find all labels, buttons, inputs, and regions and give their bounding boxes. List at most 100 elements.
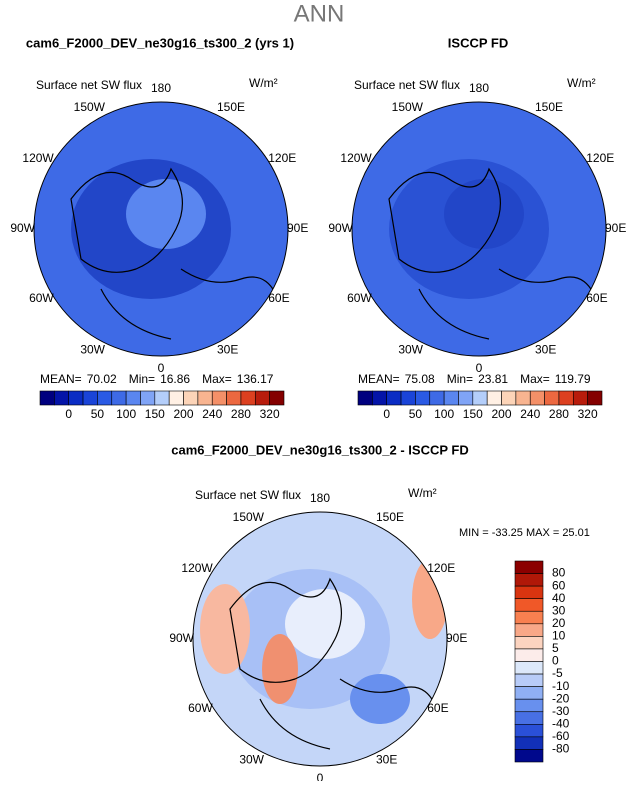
stat-label: Min=: [447, 372, 473, 386]
colorbar-box: [514, 623, 544, 637]
colorbar-box: [558, 390, 574, 406]
stat-value: 23.81: [478, 372, 508, 386]
lon-label: 90W: [328, 221, 353, 235]
colorbar-label: 280: [231, 407, 251, 421]
lon-label: 30E: [217, 342, 238, 356]
colorbar-box: [372, 390, 388, 406]
colorbar-label: -60: [552, 729, 570, 743]
units-label: W/m²: [567, 76, 596, 90]
colorbar-box: [514, 573, 544, 587]
colorbar-label: 200: [174, 407, 194, 421]
lon-label: 60W: [29, 291, 54, 305]
panel-title: cam6_F2000_DEV_ne30g16_ts300_2 - ISCCP F…: [171, 442, 469, 457]
lon-label: 150W: [233, 510, 265, 524]
lon-label: 30W: [80, 342, 105, 356]
colorbar-box: [514, 736, 544, 750]
colorbar-box: [97, 390, 113, 406]
colorbar-box: [240, 390, 256, 406]
field-label: Surface net SW flux: [195, 488, 301, 502]
colorbar-label: 100: [116, 407, 136, 421]
colorbar-box: [68, 390, 84, 406]
lon-label: 90E: [605, 221, 626, 235]
lon-label: 120E: [586, 151, 614, 165]
colorbar-label: 0: [383, 407, 390, 421]
colorbar-box: [514, 585, 544, 599]
map-region: [350, 674, 410, 724]
colorbar-label: 0: [65, 407, 72, 421]
diff-stats: MIN = -33.25 MAX = 25.01: [459, 527, 590, 539]
map-region: [126, 179, 206, 249]
colorbar-box: [501, 390, 517, 406]
lon-label: 60E: [427, 701, 448, 715]
colorbar-box: [82, 390, 98, 406]
lon-label: 180: [151, 81, 171, 95]
colorbar-box: [486, 390, 502, 406]
field-label: Surface net SW flux: [36, 78, 142, 92]
colorbar-box: [514, 636, 544, 650]
colorbar-label: 150: [145, 407, 165, 421]
map-region: [200, 584, 250, 674]
colorbar-box: [514, 610, 544, 625]
colorbar-box: [443, 390, 459, 406]
colorbar-label: 80: [552, 566, 566, 580]
colorbar-box: [386, 390, 402, 406]
colorbar-box: [514, 686, 544, 700]
lon-label: 150W: [74, 100, 106, 114]
lon-label: 120W: [340, 151, 372, 165]
colorbar-box: [125, 390, 141, 406]
colorbar-box: [254, 390, 270, 406]
colorbar-box: [415, 390, 431, 406]
field-label: Surface net SW flux: [354, 78, 460, 92]
colorbar-label: -10: [552, 679, 570, 693]
stat-label: Max=: [202, 372, 232, 386]
map-region: [285, 589, 365, 659]
colorbar-box: [183, 390, 199, 406]
colorbar-label: 40: [552, 591, 566, 605]
colorbar-box: [514, 560, 544, 574]
colorbar-label: 20: [552, 616, 566, 630]
colorbar-label: 100: [434, 407, 454, 421]
stat-label: Min=: [129, 372, 155, 386]
colorbar-label: 60: [552, 578, 566, 592]
stat-value: 119.79: [555, 372, 591, 386]
colorbar-box: [572, 390, 588, 406]
colorbar-box: [514, 673, 544, 687]
lon-label: 150E: [535, 100, 563, 114]
panel-title: ISCCP FD: [448, 35, 508, 50]
colorbar-box: [514, 711, 544, 725]
lon-label: 90E: [287, 221, 308, 235]
lon-label: 120W: [181, 561, 213, 575]
lon-label: 120E: [427, 561, 455, 575]
lon-label: 120W: [22, 151, 54, 165]
colorbar-label: 50: [91, 407, 105, 421]
colorbar-label: 0: [552, 654, 559, 668]
colorbar-box: [269, 390, 285, 406]
map: [352, 102, 606, 356]
colorbar-box: [514, 724, 544, 738]
units-label: W/m²: [249, 76, 278, 90]
colorbar-box: [514, 698, 544, 713]
stat-value: 16.86: [160, 372, 190, 386]
lon-label: 0: [317, 771, 324, 781]
colorbar-box: [514, 749, 544, 763]
lon-label: 180: [310, 491, 330, 505]
colorbar-label: -5: [552, 666, 563, 680]
colorbar-label: 50: [409, 407, 423, 421]
lon-label: 30E: [535, 342, 556, 356]
colorbar-box: [515, 390, 531, 406]
colorbar-label: 320: [578, 407, 598, 421]
lon-label: 90W: [169, 631, 194, 645]
colorbar-box: [514, 648, 544, 662]
lon-label: 90W: [10, 221, 35, 235]
colorbar-box: [400, 390, 416, 406]
colorbar-label: 320: [260, 407, 280, 421]
lon-label: 150E: [217, 100, 245, 114]
lon-label: 60E: [586, 291, 607, 305]
lon-label: 90E: [446, 631, 467, 645]
map-border: [192, 511, 448, 767]
map-border: [33, 101, 289, 357]
stat-label: Max=: [520, 372, 550, 386]
colorbar-box: [429, 390, 445, 406]
units-label: W/m²: [408, 486, 437, 500]
colorbar-box: [472, 390, 488, 406]
